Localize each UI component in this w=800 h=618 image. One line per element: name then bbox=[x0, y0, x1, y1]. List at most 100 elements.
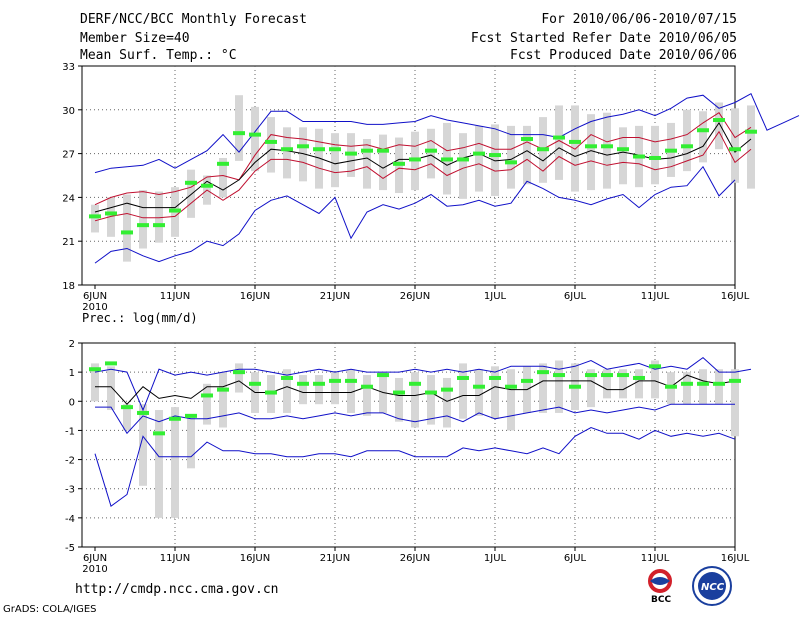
spread-box bbox=[507, 369, 515, 431]
spread-box bbox=[219, 157, 227, 198]
observed-marker bbox=[521, 378, 533, 383]
spread-lower-line bbox=[94, 130, 752, 222]
bcc-logo-text: BCC bbox=[651, 595, 671, 605]
forecast-start-date: Fcst Started Refer Date 2010/06/05 bbox=[470, 31, 737, 46]
observed-marker bbox=[425, 390, 437, 395]
spread-box bbox=[651, 125, 659, 185]
observed-marker bbox=[553, 135, 565, 140]
forecast-produced-date: Fcst Produced Date 2010/06/06 bbox=[510, 48, 737, 63]
observed-marker bbox=[233, 370, 245, 375]
spread-box bbox=[427, 128, 435, 179]
observed-marker bbox=[185, 413, 197, 418]
observed-marker bbox=[569, 384, 581, 389]
observed-marker bbox=[617, 373, 629, 378]
observed-marker bbox=[505, 384, 517, 389]
x-year-label: 2010 bbox=[82, 302, 107, 313]
y-tick-label: 2 bbox=[69, 339, 75, 350]
spread-box bbox=[443, 377, 451, 428]
observed-marker bbox=[153, 223, 165, 228]
spread-box bbox=[315, 375, 323, 405]
observed-marker bbox=[601, 144, 613, 149]
spread-box bbox=[283, 127, 291, 179]
observed-marker bbox=[745, 129, 757, 134]
website-url[interactable]: http://cmdp.ncc.cma.gov.cn bbox=[75, 582, 279, 597]
spread-box bbox=[251, 106, 259, 172]
spread-box bbox=[699, 369, 707, 405]
chart-title: DERF/NCC/BCC Monthly Forecast bbox=[80, 12, 307, 27]
observed-marker bbox=[393, 390, 405, 395]
observed-marker bbox=[617, 147, 629, 152]
spread-box bbox=[155, 191, 163, 243]
spread-box bbox=[619, 127, 627, 185]
observed-marker bbox=[169, 416, 181, 421]
observed-marker bbox=[697, 128, 709, 133]
observed-marker bbox=[361, 148, 373, 153]
spread-box bbox=[91, 204, 99, 233]
y-tick-label: 21 bbox=[62, 237, 75, 248]
spread-box bbox=[299, 375, 307, 405]
spread-box bbox=[683, 109, 691, 172]
observed-marker bbox=[377, 148, 389, 153]
observed-marker bbox=[169, 208, 181, 213]
spread-box bbox=[555, 360, 563, 413]
spread-box bbox=[555, 105, 563, 180]
spread-box bbox=[203, 383, 211, 425]
x-tick-label: 11JUL bbox=[641, 553, 670, 564]
observed-marker bbox=[665, 148, 677, 153]
spread-box bbox=[315, 128, 323, 189]
y-tick-label: 24 bbox=[62, 193, 75, 204]
spread-box bbox=[603, 369, 611, 399]
observed-marker bbox=[441, 387, 453, 392]
y-tick-label: -3 bbox=[65, 485, 75, 496]
bcc-logo: BCC bbox=[640, 565, 686, 609]
observed-marker bbox=[585, 144, 597, 149]
y-tick-label: -2 bbox=[65, 456, 75, 467]
observed-marker bbox=[329, 378, 341, 383]
spread-box bbox=[123, 404, 131, 431]
spread-box bbox=[107, 197, 115, 237]
spread-box bbox=[523, 125, 531, 185]
spread-box bbox=[235, 363, 243, 393]
spread-box bbox=[91, 363, 99, 402]
x-tick-label: 6JUL bbox=[564, 553, 587, 564]
observed-marker bbox=[217, 161, 229, 166]
observed-marker bbox=[521, 137, 533, 141]
observed-marker bbox=[489, 153, 501, 158]
observed-marker bbox=[473, 384, 485, 389]
y-tick-label: 27 bbox=[62, 150, 75, 161]
spread-box bbox=[395, 377, 403, 422]
observed-marker bbox=[473, 151, 485, 156]
observed-marker bbox=[537, 370, 549, 375]
observed-marker bbox=[281, 147, 293, 152]
y-tick-label: 1 bbox=[69, 368, 75, 379]
spread-box bbox=[699, 111, 707, 163]
spread-box bbox=[731, 369, 739, 437]
observed-marker bbox=[649, 364, 661, 369]
observed-marker bbox=[553, 373, 565, 378]
observed-marker bbox=[105, 361, 117, 366]
x-tick-label: 21JUN bbox=[320, 291, 350, 302]
observed-marker bbox=[729, 378, 741, 383]
spread-box bbox=[427, 375, 435, 425]
spread-box bbox=[587, 114, 595, 191]
spread-box bbox=[747, 105, 755, 189]
max-line bbox=[94, 92, 800, 174]
observed-marker bbox=[201, 393, 213, 398]
spread-box bbox=[139, 404, 147, 486]
x-tick-label: 6JUN bbox=[83, 553, 107, 564]
spread-box bbox=[267, 117, 275, 173]
observed-marker bbox=[585, 373, 597, 378]
spread-box bbox=[235, 95, 243, 161]
observed-marker bbox=[409, 157, 421, 162]
spread-box bbox=[507, 125, 515, 189]
observed-marker bbox=[697, 381, 709, 386]
spread-box bbox=[363, 139, 371, 189]
observed-marker bbox=[441, 157, 453, 162]
spread-box bbox=[107, 366, 115, 411]
spread-box bbox=[123, 194, 131, 262]
observed-marker bbox=[713, 381, 725, 386]
spread-box bbox=[635, 369, 643, 399]
observed-marker bbox=[633, 375, 645, 380]
spread-box bbox=[651, 360, 659, 399]
x-tick-label: 6JUL bbox=[564, 291, 587, 302]
